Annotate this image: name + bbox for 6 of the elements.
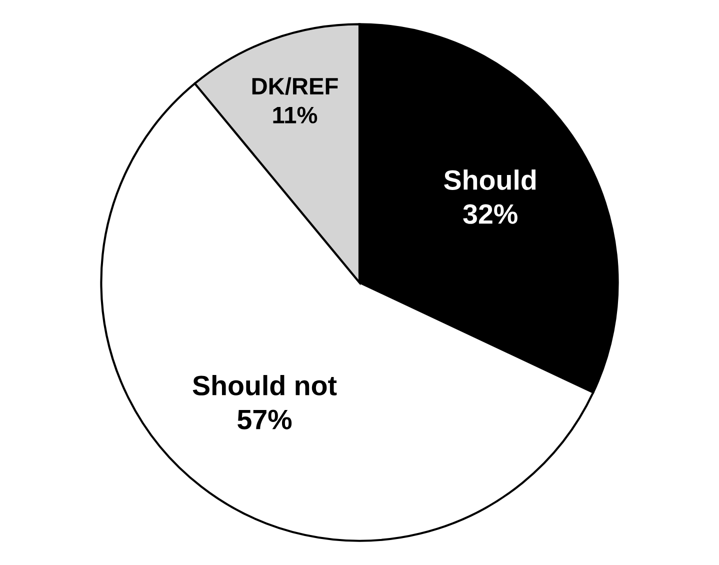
data-label: 11% [273, 106, 318, 124]
slice-label: Should not [192, 375, 337, 396]
data-label: 57% [238, 410, 292, 430]
slice-label: DK/REF [252, 77, 338, 95]
data-label: 32% [463, 204, 518, 224]
slice-label: Should [444, 170, 536, 190]
